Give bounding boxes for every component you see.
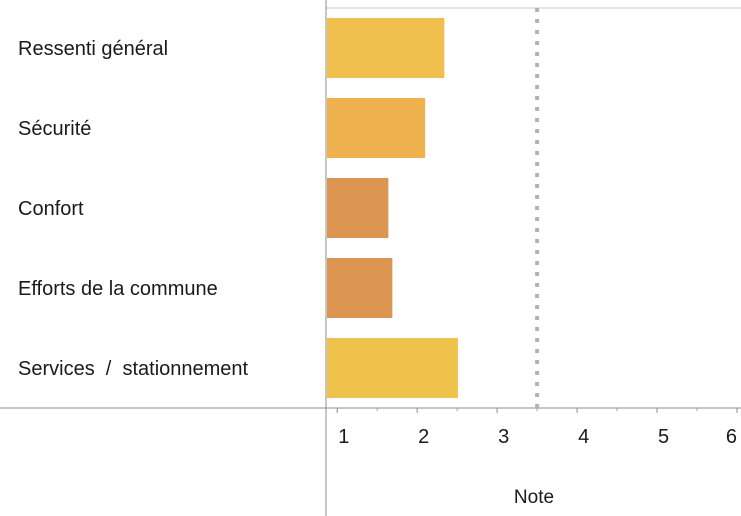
category-labels: Ressenti général Sécurité Confort Efforts d…: [18, 38, 249, 380]
x-tick-label-6: 6: [726, 426, 737, 448]
x-tick-label-3: 3: [498, 426, 509, 448]
x-tick-label-1: 1: [338, 426, 349, 448]
bar-4: [327, 258, 393, 318]
category-label-2: Sécurité: [18, 118, 91, 140]
bar-1: [327, 18, 445, 78]
category-label-4: Efforts de la commune: [18, 278, 218, 300]
x-tick-label-5: 5: [658, 426, 669, 448]
category-label-5: Services / stationnement: [18, 358, 249, 380]
bar-5: [327, 338, 458, 398]
category-label-3: Confort: [18, 198, 84, 220]
x-axis-ticks: 1 2 3 4 5 6: [336, 408, 738, 448]
x-axis-title: Note: [514, 487, 554, 508]
x-tick-label-2: 2: [418, 426, 429, 448]
x-tick-label-4: 4: [578, 426, 589, 448]
bars-group: [327, 18, 458, 398]
bar-3: [327, 178, 389, 238]
category-label-1: Ressenti général: [18, 38, 168, 60]
bar-2: [327, 98, 426, 158]
